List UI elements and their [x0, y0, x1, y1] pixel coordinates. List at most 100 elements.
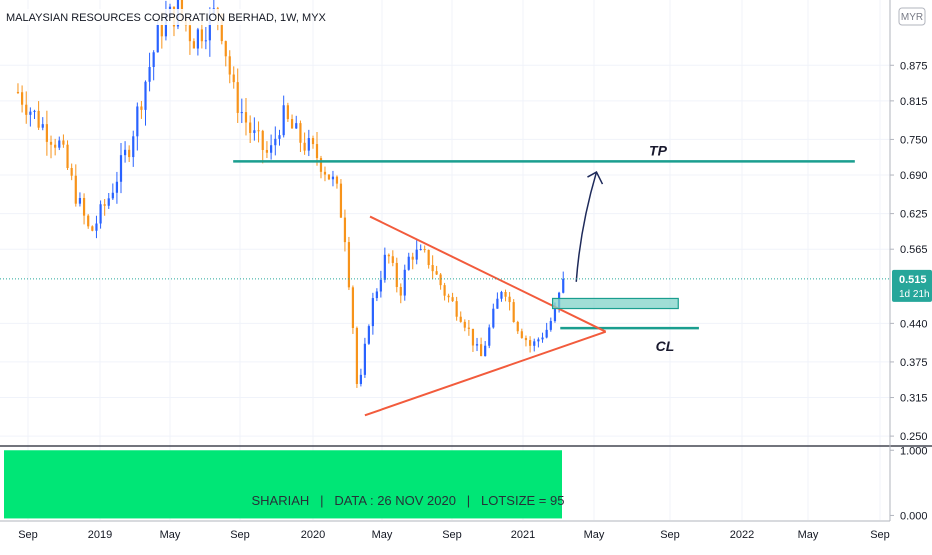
candle-down: [180, 0, 184, 18]
candle-up: [78, 197, 82, 204]
candle-down: [327, 174, 331, 180]
candle-down: [339, 183, 343, 218]
candle-down: [335, 176, 339, 184]
candle-down: [20, 92, 24, 105]
candle-down: [443, 285, 446, 296]
candle-down: [467, 327, 470, 329]
time-tick-label: Sep: [870, 529, 890, 541]
candle-down: [411, 256, 414, 260]
candle-up: [359, 374, 363, 384]
price-tick-label: 0.815: [900, 96, 928, 108]
candle-up: [403, 269, 406, 296]
indicator-axis[interactable]: 1.000 0.000: [890, 445, 928, 522]
candle-down: [244, 112, 248, 123]
last-price-tag: 0.515 1d 21h: [892, 269, 932, 302]
candle-down: [91, 226, 94, 231]
candle-up: [371, 298, 374, 327]
candle-down: [140, 106, 143, 110]
candle-up: [379, 279, 382, 292]
candle-up: [164, 16, 168, 37]
candle-down: [435, 271, 438, 275]
candle-down: [391, 256, 394, 263]
candle-up: [29, 111, 32, 115]
candle-up: [156, 24, 159, 53]
candle-up: [545, 329, 548, 338]
price-tick-label: 0.250: [900, 431, 928, 443]
candle-up: [415, 249, 418, 260]
currency-button-frame: [898, 7, 926, 26]
time-tick-label: Sep: [660, 529, 680, 541]
tp-label: TP: [649, 142, 668, 158]
indicator-tick-label: 0.000: [900, 510, 928, 522]
candle-down: [351, 287, 355, 328]
candle-down: [323, 171, 327, 175]
candle-down: [220, 14, 223, 42]
candle-up: [549, 321, 552, 330]
candle-up: [475, 344, 479, 346]
candle-down: [319, 158, 323, 172]
grid: [0, 0, 890, 520]
candle-up: [295, 123, 298, 129]
candle-up: [208, 13, 211, 41]
candle-down: [286, 105, 289, 120]
candle-down: [439, 274, 442, 286]
candle-down: [529, 340, 532, 346]
last-price-value: 0.515: [899, 274, 927, 286]
banner-text: SHARIAH | DATA : 26 NOV 2020 | LOTSIZE =…: [252, 493, 565, 508]
candle-up: [307, 138, 310, 151]
currency-button[interactable]: MYR: [898, 7, 926, 26]
candle-up: [375, 291, 378, 299]
candle-up: [533, 341, 536, 346]
candle-down: [37, 110, 40, 128]
candle-down: [463, 321, 466, 328]
candle-down: [87, 215, 90, 227]
candle-up: [115, 181, 119, 193]
candle-down: [265, 149, 269, 153]
candle-up: [111, 192, 114, 199]
candle-up: [253, 130, 256, 133]
candle-down: [188, 25, 192, 42]
candle-up: [119, 155, 123, 182]
symbol-title-text: MALAYSIAN RESOURCES CORPORATION BERHAD, …: [6, 12, 327, 24]
time-axis[interactable]: Sep 2019 May Sep 2020 May Sep 2021 May Sep 2022 May…: [0, 520, 890, 541]
candle-down: [508, 296, 511, 303]
upper-trendline[interactable]: [369, 215, 607, 333]
candle-up: [144, 81, 147, 110]
time-tick-label: May: [372, 529, 393, 541]
candle-up: [270, 145, 273, 153]
candle-down: [82, 197, 86, 216]
candle-down: [427, 249, 430, 266]
candle-down: [479, 344, 483, 357]
candle-down: [257, 130, 260, 132]
symbol-title[interactable]: MALAYSIAN RESOURCES CORPORATION BERHAD, …: [3, 9, 327, 25]
candle-up: [282, 105, 285, 136]
candle-up: [136, 106, 139, 137]
target-arrow-shaft[interactable]: [575, 171, 598, 282]
candle-down: [290, 119, 294, 129]
candle-down: [192, 41, 196, 49]
candle-down: [249, 122, 252, 133]
candle-down: [395, 262, 398, 288]
candle-down: [200, 29, 203, 42]
candle-up: [95, 223, 98, 231]
time-tick-label: Sep: [442, 529, 462, 541]
candle-down: [516, 321, 519, 332]
candle-up: [278, 135, 281, 139]
target-arrow-head[interactable]: [587, 171, 604, 185]
lower-trendline[interactable]: [364, 330, 607, 417]
candle-down: [25, 104, 28, 115]
price-axis[interactable]: 0.875 0.815 0.750 0.690 0.625 0.565 0.440 0.375…: [889, 0, 928, 521]
bar-countdown: 1d 21h: [899, 289, 930, 300]
candle-up: [407, 256, 410, 270]
candle-down: [520, 331, 523, 338]
entry-zone-box[interactable]: [551, 297, 679, 310]
shariah-banner: SHARIAH | DATA : 26 NOV 2020 | LOTSIZE =…: [4, 450, 565, 519]
candle-down: [447, 295, 450, 298]
drawings[interactable]: TP CL: [233, 142, 855, 417]
time-tick-label: May: [798, 529, 819, 541]
candle-down: [70, 168, 73, 176]
candle-down: [311, 138, 315, 145]
candle-down: [459, 316, 462, 322]
